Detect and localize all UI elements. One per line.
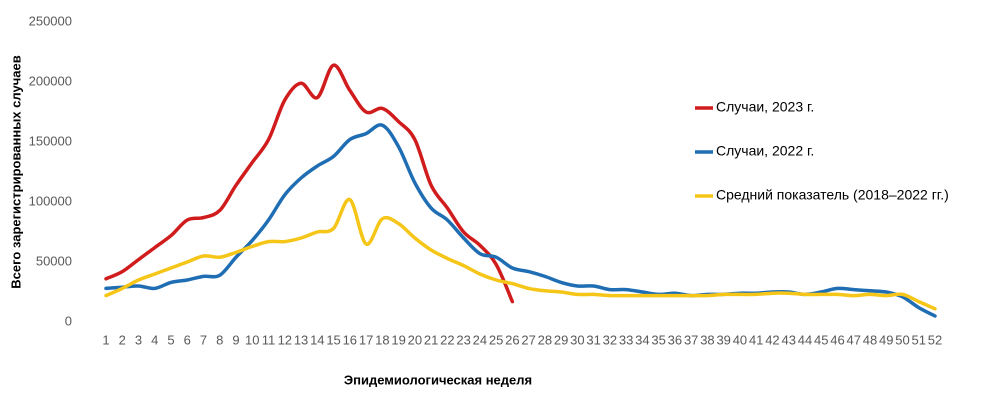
x-tick-label: 20 — [408, 332, 422, 347]
x-tick-label: 30 — [570, 332, 584, 347]
x-tick-label: 23 — [456, 332, 470, 347]
x-axis-title: Эпидемиологическая неделя — [344, 372, 532, 387]
x-tick-label: 46 — [830, 332, 844, 347]
x-tick-label: 26 — [505, 332, 519, 347]
x-tick-label: 31 — [586, 332, 600, 347]
y-tick-label: 200000 — [29, 73, 72, 88]
x-tick-label: 38 — [700, 332, 714, 347]
x-tick-label: 15 — [326, 332, 340, 347]
x-tick-label: 5 — [167, 332, 174, 347]
x-tick-label: 35 — [651, 332, 665, 347]
x-tick-label: 18 — [375, 332, 389, 347]
legend-label: Случаи, 2023 г. — [716, 99, 814, 115]
x-tick-label: 28 — [538, 332, 552, 347]
x-tick-label: 7 — [200, 332, 207, 347]
x-tick-label: 17 — [359, 332, 373, 347]
x-tick-label: 13 — [294, 332, 308, 347]
y-axis-title: Всего зарегистрированных случаев — [8, 55, 23, 288]
x-tick-label: 11 — [262, 332, 276, 347]
y-tick-label: 150000 — [29, 133, 72, 148]
x-tick-label: 36 — [668, 332, 682, 347]
x-tick-label: 52 — [928, 332, 942, 347]
x-tick-label: 42 — [765, 332, 779, 347]
x-tick-label: 3 — [135, 332, 142, 347]
x-tick-label: 43 — [781, 332, 795, 347]
x-tick-label: 51 — [912, 332, 926, 347]
x-tick-label: 37 — [684, 332, 698, 347]
x-tick-label: 41 — [749, 332, 763, 347]
x-tick-label: 34 — [635, 332, 649, 347]
x-tick-label: 22 — [440, 332, 454, 347]
legend-label: Случаи, 2022 г. — [716, 143, 814, 159]
y-tick-label: 50000 — [36, 253, 72, 268]
x-tick-label: 9 — [232, 332, 239, 347]
x-tick-label: 16 — [343, 332, 357, 347]
x-tick-label: 44 — [798, 332, 812, 347]
x-tick-label: 49 — [879, 332, 893, 347]
x-tick-label: 25 — [489, 332, 503, 347]
x-tick-label: 2 — [119, 332, 126, 347]
series-line — [104, 63, 515, 304]
y-tick-label: 0 — [65, 313, 72, 328]
x-tick-label: 1 — [102, 332, 109, 347]
x-tick-label: 29 — [554, 332, 568, 347]
x-tick-label: 8 — [216, 332, 223, 347]
x-tick-label: 33 — [619, 332, 633, 347]
x-tick-label: 21 — [424, 332, 438, 347]
x-tick-label: 50 — [895, 332, 909, 347]
x-tick-label: 19 — [391, 332, 405, 347]
x-tick-label: 45 — [814, 332, 828, 347]
x-tick-label: 10 — [245, 332, 259, 347]
series-line — [104, 197, 937, 311]
x-tick-label: 6 — [184, 332, 191, 347]
x-tick-label: 40 — [733, 332, 747, 347]
y-tick-label: 250000 — [29, 13, 72, 28]
x-tick-label: 4 — [151, 332, 158, 347]
x-tick-label: 12 — [278, 332, 292, 347]
x-tick-label: 14 — [310, 332, 324, 347]
x-tick-label: 24 — [473, 332, 487, 347]
y-tick-label: 100000 — [29, 193, 72, 208]
x-tick-label: 32 — [603, 332, 617, 347]
x-tick-label: 48 — [863, 332, 877, 347]
legend-label: Средний показатель (2018–2022 гг.) — [716, 187, 949, 203]
x-tick-label: 39 — [716, 332, 730, 347]
x-tick-label: 27 — [521, 332, 535, 347]
x-tick-label: 47 — [846, 332, 860, 347]
